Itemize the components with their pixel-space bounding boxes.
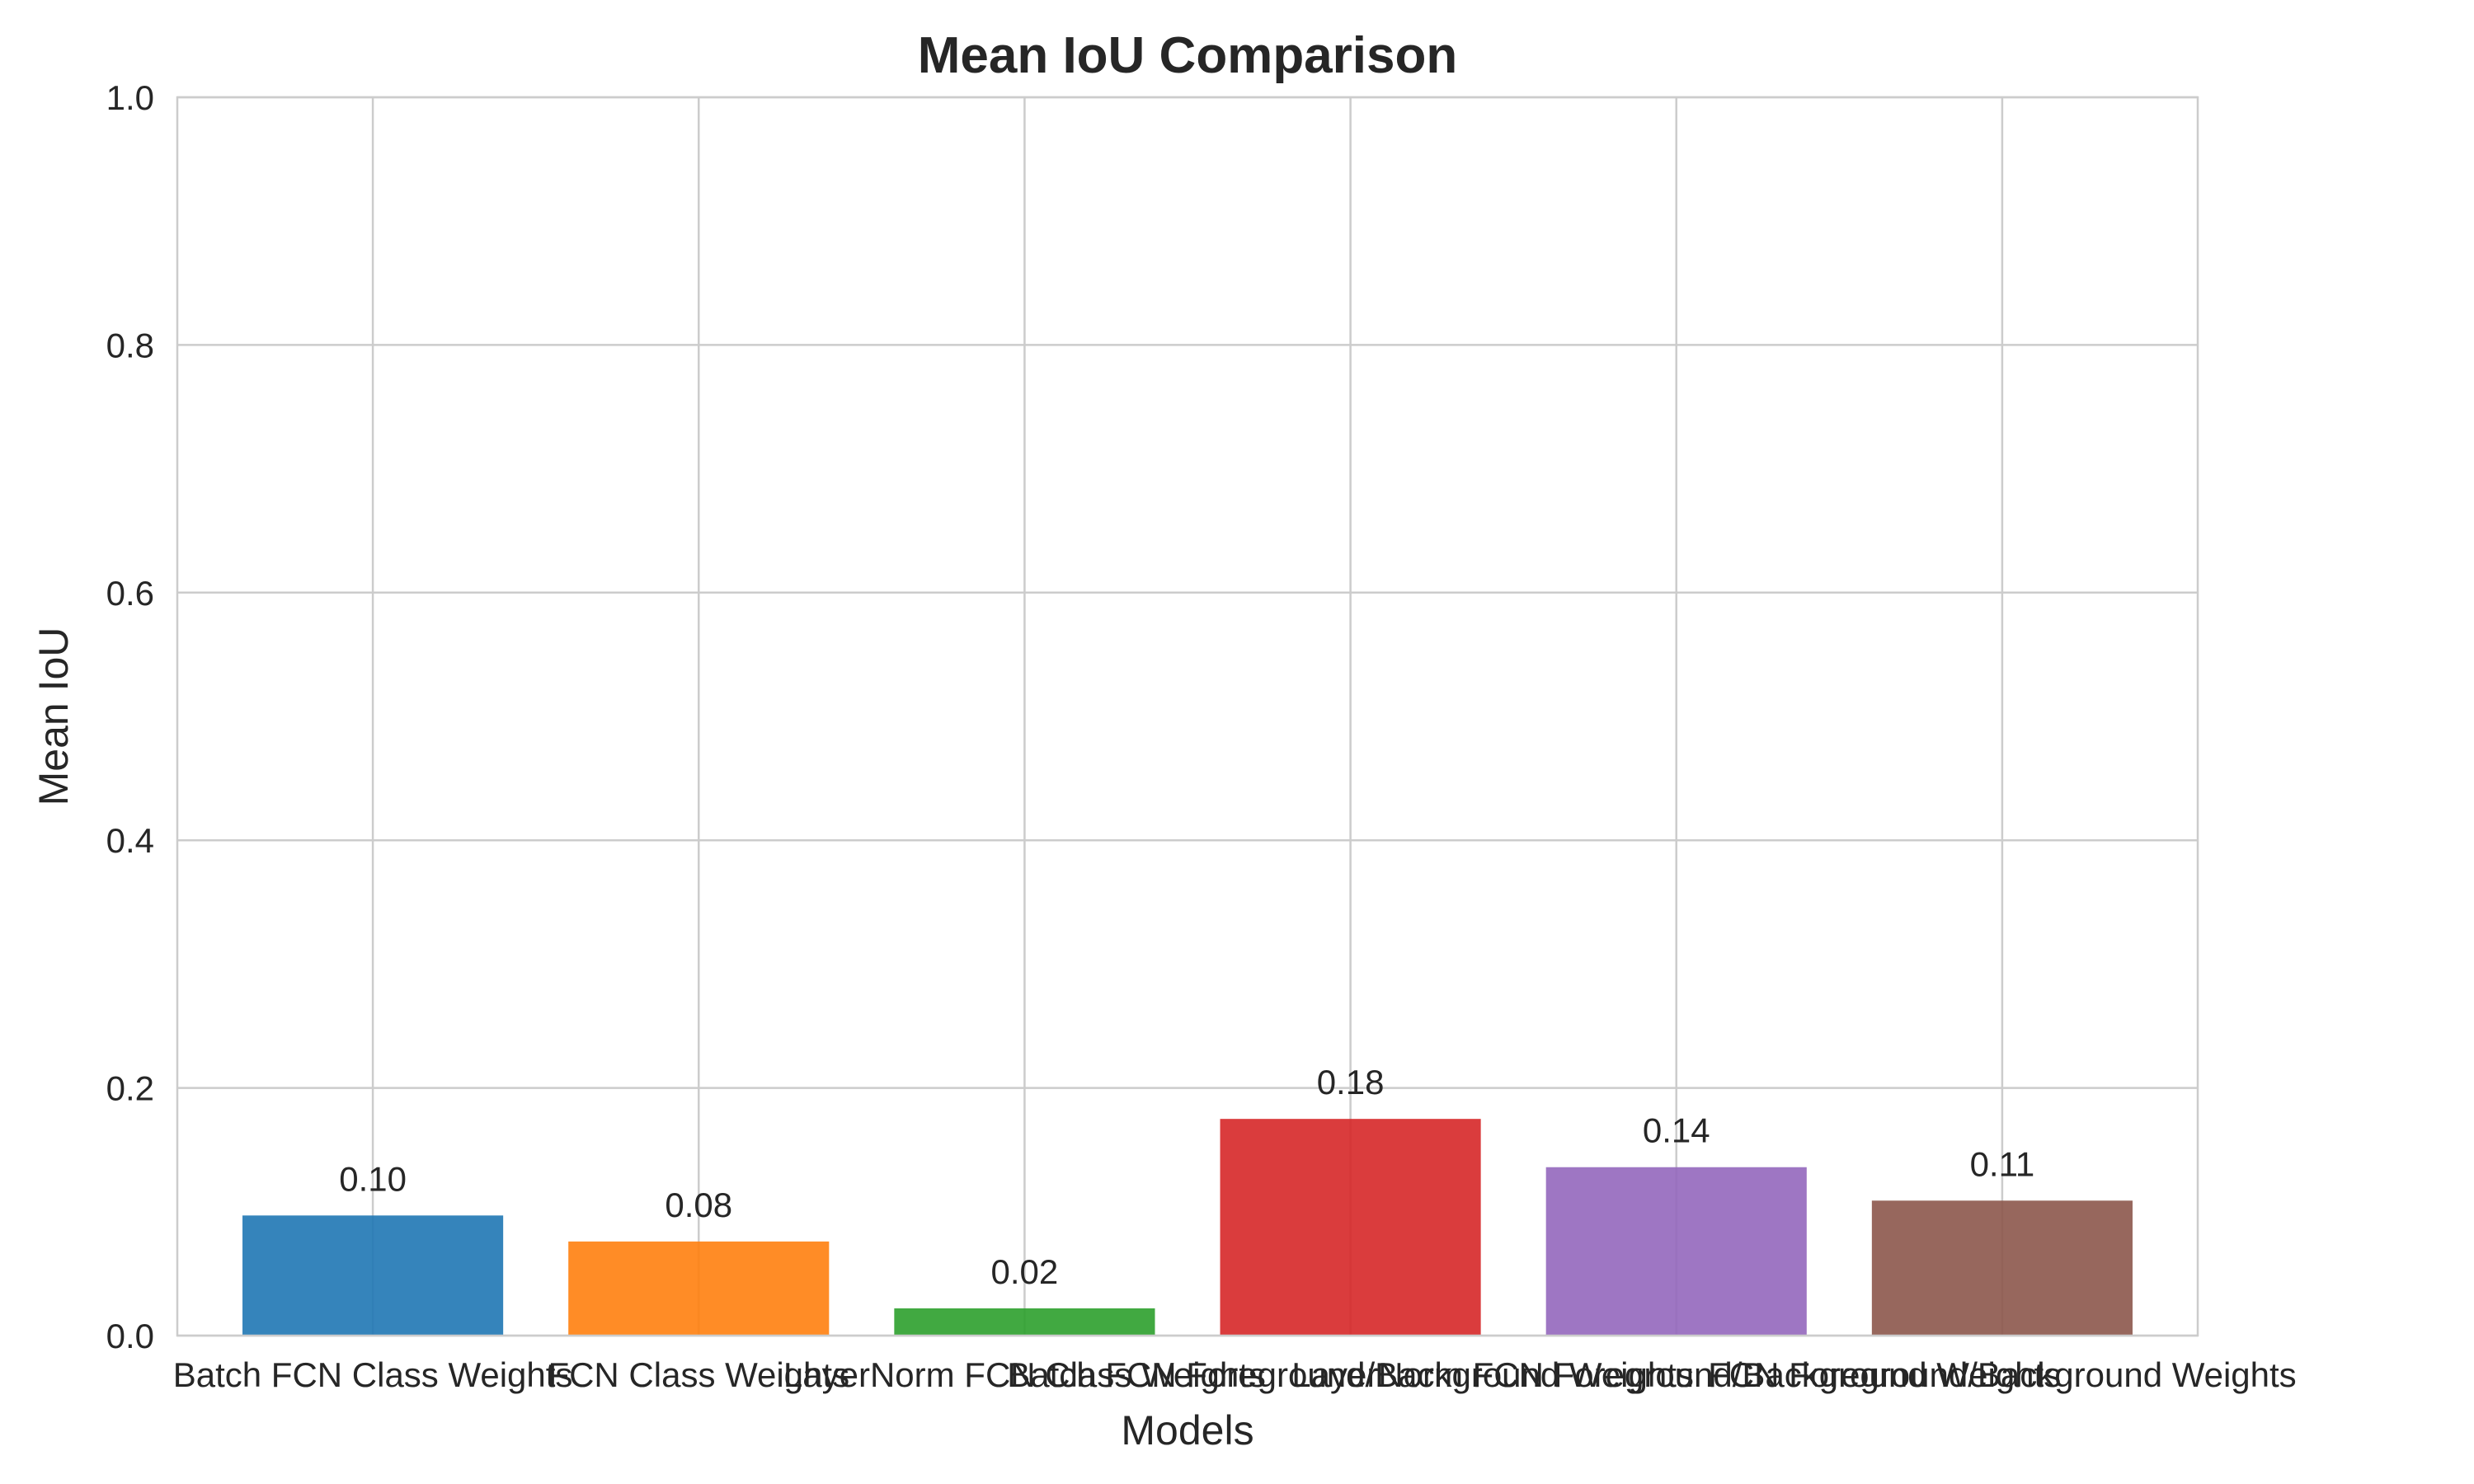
y-tick-label: 0.6	[106, 574, 154, 613]
bar	[242, 1215, 504, 1336]
y-tick-label: 0.2	[106, 1069, 154, 1108]
bar	[1871, 1200, 2133, 1336]
plot-frame	[176, 96, 2199, 1337]
x-tick-label: FCN Class Weights	[548, 1355, 849, 1394]
y-tick-label: 0.8	[106, 326, 154, 364]
data-labels: 0.10 0.08 0.02 0.18 0.14 0.11	[339, 1063, 2034, 1291]
chart-title: Mean IoU Comparison	[918, 27, 1458, 84]
bar	[1545, 1167, 1807, 1336]
bar	[568, 1241, 830, 1336]
bar-value-label: 0.02	[991, 1252, 1059, 1291]
grid	[177, 96, 2198, 1337]
x-tick-label: FCN Foreground/Background Weights	[1708, 1355, 2297, 1394]
x-tick-label: Batch FCN Class Weights	[173, 1355, 573, 1394]
bar-value-label: 0.11	[1970, 1144, 2035, 1183]
x-axis-label: Models	[1121, 1407, 1253, 1453]
y-axis-ticks: 0.0 0.2 0.4 0.6 0.8 1.0	[106, 78, 154, 1355]
x-tick-label: Batch FCN Foreground/Background Weights	[1007, 1355, 1694, 1394]
y-tick-label: 0.4	[106, 821, 154, 860]
bar-value-label: 0.14	[1643, 1111, 1710, 1150]
bar-value-label: 0.10	[339, 1159, 407, 1198]
bars	[242, 1119, 2133, 1336]
x-tick-label: LayerNorm FCN Foreground/Background Weig…	[1291, 1355, 2061, 1394]
y-tick-label: 0.0	[106, 1317, 154, 1355]
bar	[1220, 1119, 1481, 1336]
bar	[894, 1308, 1155, 1336]
y-tick-label: 1.0	[106, 78, 154, 117]
x-tick-label: LayerNorm FCN Class Weights	[783, 1355, 1266, 1394]
y-axis-label: Mean IoU	[31, 627, 77, 806]
bar-value-label: 0.08	[665, 1186, 732, 1224]
bar-value-label: 0.18	[1317, 1063, 1385, 1101]
